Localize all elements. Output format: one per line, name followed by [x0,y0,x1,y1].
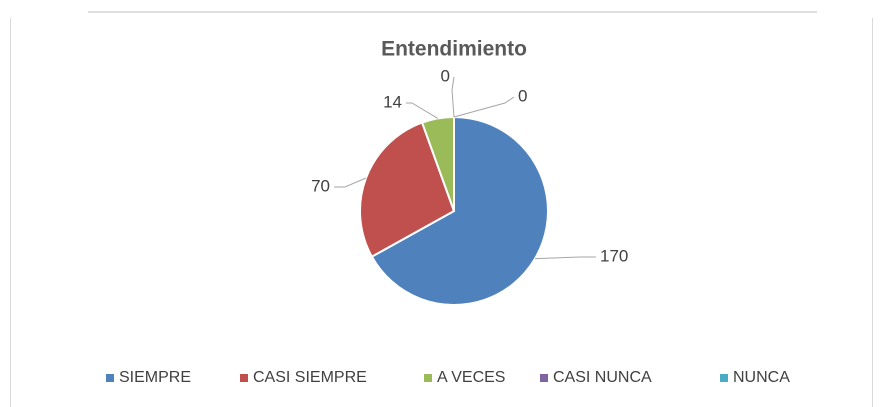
legend-swatch [106,374,114,382]
leader-line [406,102,439,119]
leader-line [453,96,515,118]
legend-label: CASI SIEMPRE [253,369,367,386]
legend-label: SIEMPRE [119,369,191,386]
chart-title: Entendimiento [381,38,527,61]
legend-label: NUNCA [733,369,790,386]
legend-label: A VECES [437,369,505,386]
leader-line [451,76,455,118]
legend-label: CASI NUNCA [553,369,652,386]
data-label: 14 [383,92,402,111]
pie-slice [370,115,549,306]
data-label: 70 [311,176,330,195]
leader-line [534,256,596,260]
legend-swatch [240,374,248,382]
legend-swatch [720,374,728,382]
data-label: 0 [518,86,527,105]
legend-swatch [424,374,432,382]
pie-slice [359,121,456,259]
leader-line [334,177,367,188]
data-label: 0 [441,66,450,85]
legend-swatch [540,374,548,382]
data-label: 170 [600,246,628,265]
